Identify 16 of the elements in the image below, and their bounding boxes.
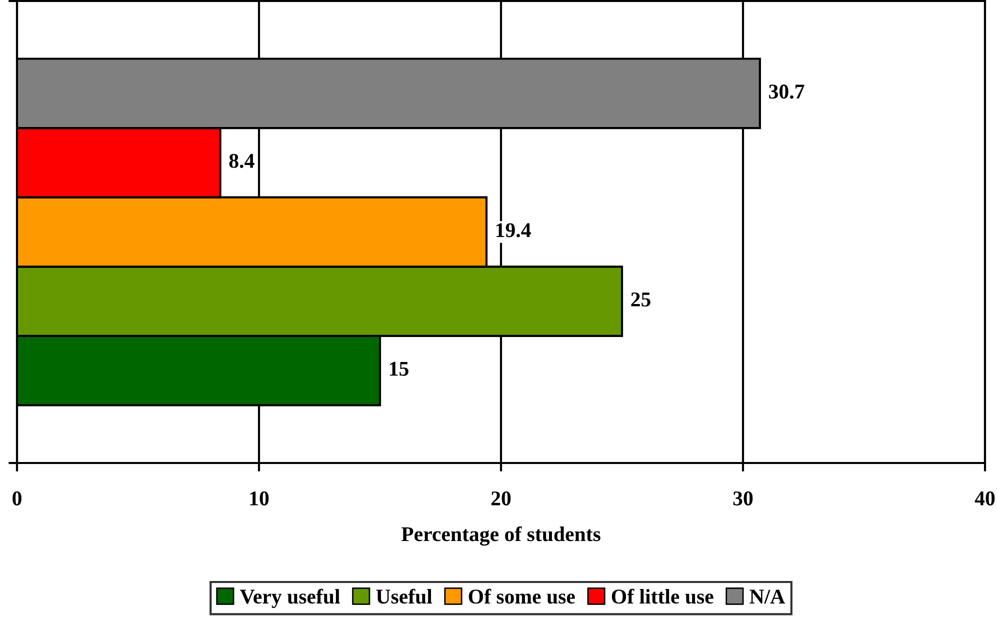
x-tick-label: 30 (733, 491, 753, 506)
legend-label: N/A (750, 590, 785, 604)
x-tick-label: 20 (491, 491, 511, 506)
legend-label: Very useful (240, 588, 340, 608)
x-tick-label: 10 (250, 491, 269, 506)
legend-label: Of some use (468, 588, 575, 604)
x-tick-label: 40 (974, 491, 995, 506)
x-tick-label: 0 (12, 491, 22, 506)
legend-label: Of little use (612, 588, 714, 604)
x-axis-title: Percentage of students (401, 526, 600, 546)
legend-label: Useful (376, 588, 432, 604)
data-label: 15 (390, 362, 408, 376)
data-label: 19.4 (496, 223, 531, 238)
data-label: 8.4 (229, 154, 254, 168)
data-label: 25 (631, 292, 650, 307)
data-label: 30.7 (769, 84, 804, 99)
